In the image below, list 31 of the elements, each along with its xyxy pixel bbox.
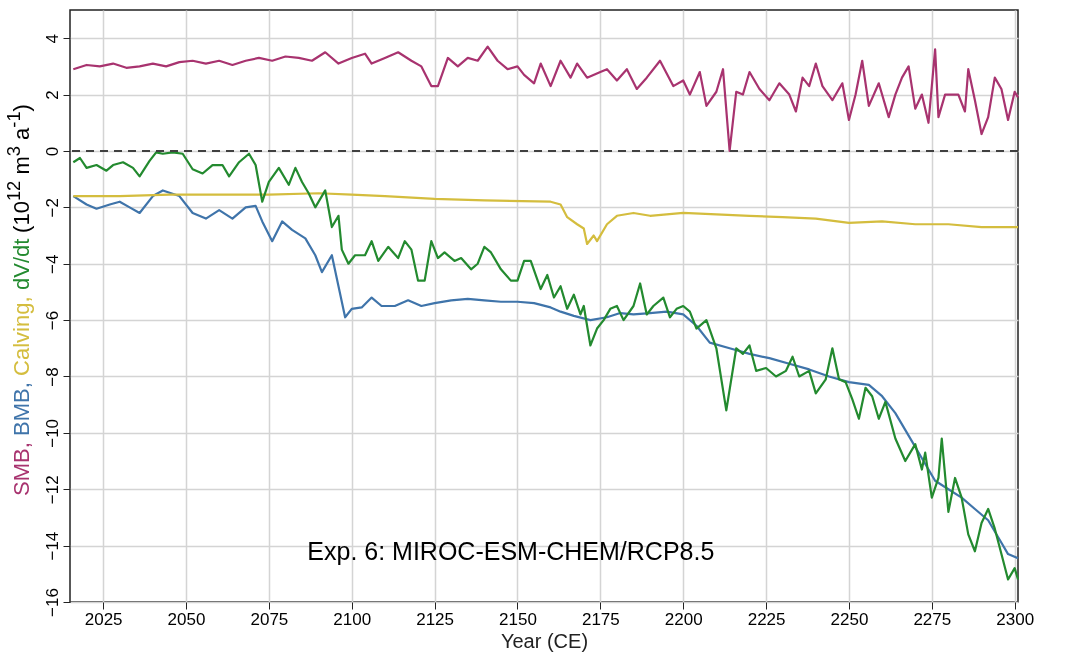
text: SMB, xyxy=(9,442,35,496)
y-tick-label: −12 xyxy=(42,475,62,505)
x-tick-label: 2075 xyxy=(250,609,289,629)
x-tick-label: 2200 xyxy=(664,609,703,629)
y-tick-label: 4 xyxy=(42,33,62,44)
text: BMB, xyxy=(9,382,35,436)
x-tick-label: 2100 xyxy=(333,609,372,629)
x-tick-label: 2275 xyxy=(913,609,952,629)
x-tick-label: 2250 xyxy=(830,609,869,629)
x-tick-label: 2175 xyxy=(581,609,620,629)
line-series xyxy=(72,192,1020,246)
y-tick-label: −6 xyxy=(42,310,62,331)
y-tick-label: −10 xyxy=(42,418,62,448)
text: dV/dt xyxy=(9,239,35,291)
x-tick-label: 2225 xyxy=(747,609,786,629)
y-tick-label: −8 xyxy=(42,367,62,387)
annotation: Exp. 6: MIROC-ESM-CHEM/RCP8.5 xyxy=(307,536,715,565)
x-tick-label: 2150 xyxy=(499,609,537,629)
y-tick-label: −4 xyxy=(42,254,62,274)
x-axis-title: Year (CE) xyxy=(500,629,589,652)
text: Calving, xyxy=(9,296,35,377)
x-tick-label: 2125 xyxy=(416,609,455,629)
line-series xyxy=(72,45,1020,153)
y-tick-label: −2 xyxy=(42,198,62,218)
x-tick-label: 2300 xyxy=(996,609,1035,629)
x-tick-label: 2050 xyxy=(167,609,206,629)
y-tick-label: 0 xyxy=(42,146,62,157)
x-tick-label: 2025 xyxy=(84,609,123,629)
y-tick-label: −14 xyxy=(42,531,62,561)
y-tick-label: −16 xyxy=(42,588,62,617)
y-tick-label: 2 xyxy=(42,90,62,100)
